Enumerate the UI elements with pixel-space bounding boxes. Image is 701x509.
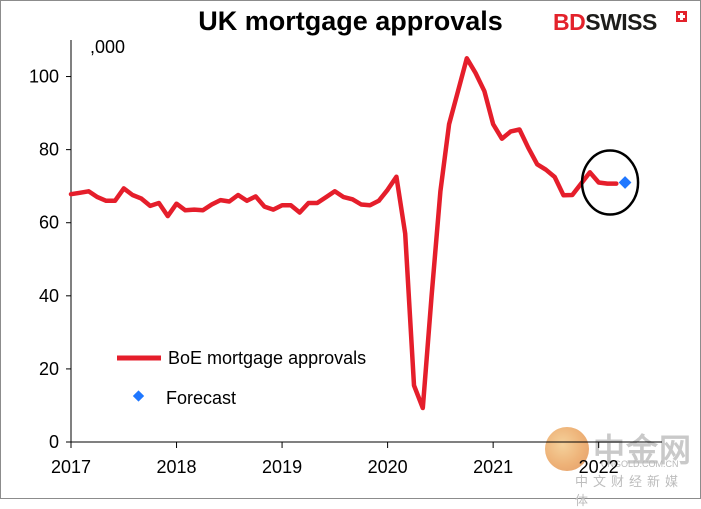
x-axis: 2017 2018 2019 2020 2021 2022 xyxy=(51,441,662,477)
watermark-name: 中金网 xyxy=(593,432,693,468)
y-tick-label: 80 xyxy=(39,140,59,160)
y-unit-label: ,000 xyxy=(90,37,125,57)
y-axis: 0 20 40 60 80 100 xyxy=(29,40,72,452)
x-tick-label: 2021 xyxy=(473,457,513,477)
y-tick-label: 40 xyxy=(39,286,59,306)
y-tick-label: 20 xyxy=(39,359,59,379)
series-line-mortgage-approvals xyxy=(68,56,619,411)
y-tick-label: 100 xyxy=(29,67,59,87)
y-tick-label: 0 xyxy=(49,432,59,452)
swiss-cross-icon xyxy=(676,11,687,22)
chart-title: UK mortgage approvals xyxy=(198,6,503,36)
watermark-logo-icon xyxy=(545,427,589,471)
x-tick-label: 2019 xyxy=(262,457,302,477)
legend-label-approvals: BoE mortgage approvals xyxy=(168,348,366,368)
brand-logo: BDSWISS xyxy=(553,9,657,36)
legend: BoE mortgage approvals Forecast xyxy=(117,348,366,408)
brand-logo-prefix: BD xyxy=(553,9,586,35)
legend-forecast-marker xyxy=(132,390,145,402)
x-tick-label: 2020 xyxy=(368,457,408,477)
x-tick-label: 2018 xyxy=(157,457,197,477)
forecast-point xyxy=(618,176,632,189)
x-tick-label: 2017 xyxy=(51,457,91,477)
brand-logo-suffix: SWISS xyxy=(585,9,657,35)
x-tick-label: 2022 xyxy=(579,457,619,477)
legend-label-forecast: Forecast xyxy=(166,388,236,408)
watermark-url: CNGOLD.COM.CN xyxy=(601,459,679,469)
watermark: 中金网 CNGOLD.COM.CN 中文财经新媒体 xyxy=(545,425,695,508)
highlight-ellipse xyxy=(580,149,640,216)
y-tick-label: 60 xyxy=(39,213,59,233)
